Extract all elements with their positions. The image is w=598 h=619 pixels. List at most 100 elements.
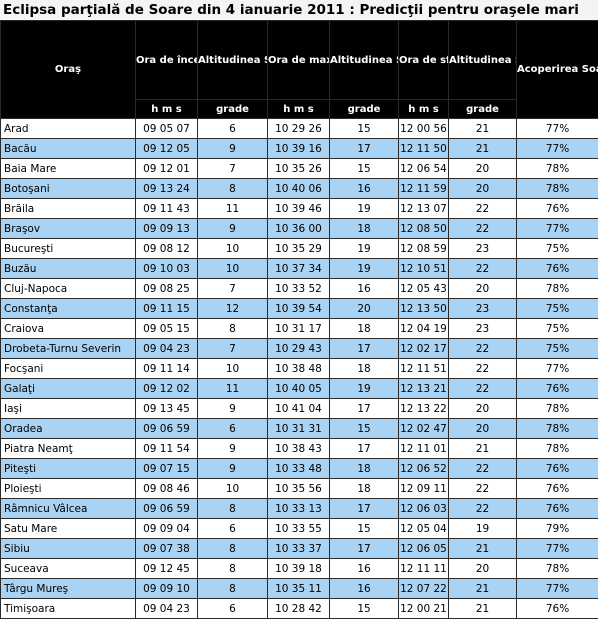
max-time-cell: 10 39 46 [268,199,330,219]
start-time-cell: 09 12 05 [136,139,198,159]
coverage-cell: 78% [517,179,598,199]
start-altitude-cell: 10 [198,259,268,279]
start-altitude-cell: 10 [198,359,268,379]
max-time-cell: 10 38 48 [268,359,330,379]
coverage-cell: 76% [517,479,598,499]
end-time-cell: 12 07 22 [399,579,449,599]
coverage-cell: 75% [517,319,598,339]
end-altitude-cell: 23 [449,239,517,259]
end-time-cell: 12 11 59 [399,179,449,199]
max-time-cell: 10 33 37 [268,539,330,559]
max-altitude-cell: 18 [330,319,399,339]
unit-end-altitude: grade [449,100,517,119]
start-altitude-cell: 10 [198,239,268,259]
end-altitude-cell: 21 [449,139,517,159]
coverage-cell: 75% [517,299,598,319]
start-altitude-cell: 6 [198,119,268,139]
unit-max-altitude: grade [330,100,399,119]
city-cell: Timişoara [1,599,136,619]
coverage-cell: 77% [517,579,598,599]
max-altitude-cell: 17 [330,139,399,159]
city-cell: Braşov [1,219,136,239]
max-time-cell: 10 35 26 [268,159,330,179]
max-altitude-cell: 15 [330,159,399,179]
max-time-cell: 10 29 43 [268,339,330,359]
city-cell: Râmnicu Vâlcea [1,499,136,519]
end-time-cell: 12 11 11 [399,559,449,579]
city-cell: Satu Mare [1,519,136,539]
start-time-cell: 09 07 15 [136,459,198,479]
unit-max-time: h m s [268,100,330,119]
start-altitude-cell: 11 [198,199,268,219]
end-altitude-cell: 21 [449,599,517,619]
end-altitude-cell: 22 [449,379,517,399]
max-altitude-cell: 15 [330,519,399,539]
max-time-cell: 10 40 05 [268,379,330,399]
max-time-cell: 10 29 26 [268,119,330,139]
start-altitude-cell: 8 [198,559,268,579]
coverage-cell: 75% [517,239,598,259]
end-time-cell: 12 08 50 [399,219,449,239]
city-cell: Cluj-Napoca [1,279,136,299]
unit-start-altitude: grade [198,100,268,119]
coverage-cell: 79% [517,519,598,539]
max-altitude-cell: 16 [330,279,399,299]
end-time-cell: 12 06 52 [399,459,449,479]
coverage-cell: 77% [517,119,598,139]
max-time-cell: 10 31 31 [268,419,330,439]
max-time-cell: 10 33 52 [268,279,330,299]
start-time-cell: 09 12 45 [136,559,198,579]
max-altitude-cell: 18 [330,219,399,239]
start-altitude-cell: 7 [198,159,268,179]
coverage-cell: 75% [517,339,598,359]
end-time-cell: 12 11 50 [399,139,449,159]
start-altitude-cell: 9 [198,459,268,479]
coverage-cell: 76% [517,599,598,619]
start-altitude-cell: 9 [198,439,268,459]
max-time-cell: 10 38 43 [268,439,330,459]
city-cell: Ploieşti [1,479,136,499]
max-altitude-cell: 19 [330,199,399,219]
end-time-cell: 12 06 05 [399,539,449,559]
start-time-cell: 09 08 25 [136,279,198,299]
coverage-cell: 76% [517,499,598,519]
end-altitude-cell: 22 [449,459,517,479]
end-time-cell: 12 13 07 [399,199,449,219]
end-altitude-cell: 22 [449,479,517,499]
start-altitude-cell: 12 [198,299,268,319]
end-altitude-cell: 19 [449,519,517,539]
start-time-cell: 09 04 23 [136,599,198,619]
coverage-cell: 77% [517,359,598,379]
start-altitude-cell: 8 [198,579,268,599]
coverage-cell: 78% [517,419,598,439]
city-cell: Drobeta-Turnu Severin [1,339,136,359]
max-time-cell: 10 33 48 [268,459,330,479]
max-altitude-cell: 16 [330,559,399,579]
max-time-cell: 10 35 56 [268,479,330,499]
end-time-cell: 12 04 19 [399,319,449,339]
start-time-cell: 09 07 38 [136,539,198,559]
max-altitude-cell: 17 [330,399,399,419]
start-time-cell: 09 11 15 [136,299,198,319]
start-time-cell: 09 06 59 [136,419,198,439]
start-time-cell: 09 09 10 [136,579,198,599]
column-header-max-altitude: Altitudinea Soarelui [330,21,399,100]
end-time-cell: 12 00 56 [399,119,449,139]
max-altitude-cell: 17 [330,339,399,359]
end-altitude-cell: 20 [449,559,517,579]
end-time-cell: 12 00 21 [399,599,449,619]
city-cell: Suceava [1,559,136,579]
start-altitude-cell: 9 [198,139,268,159]
max-altitude-cell: 18 [330,479,399,499]
city-cell: Târgu Mureş [1,579,136,599]
end-time-cell: 12 05 04 [399,519,449,539]
end-altitude-cell: 21 [449,579,517,599]
